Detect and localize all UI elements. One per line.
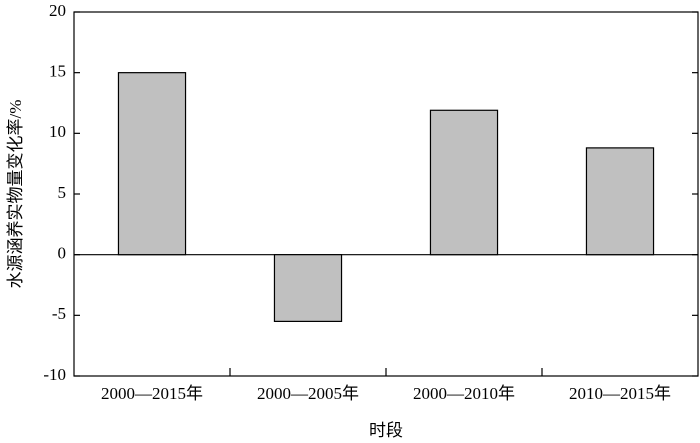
bar (273, 254, 343, 323)
x-tick-label: 2000—2015年 (101, 384, 203, 403)
bar (429, 109, 499, 256)
x-tick-label: 2010—2015年 (569, 384, 671, 403)
y-tick-label: 20 (49, 1, 66, 20)
x-axis-label: 时段 (369, 421, 403, 440)
y-tick-label: -5 (52, 304, 66, 323)
x-tick-label: 2000—2010年 (413, 384, 515, 403)
bar (585, 147, 655, 256)
bar (117, 72, 187, 256)
y-tick-label: 5 (58, 183, 67, 202)
y-tick-label: -10 (43, 365, 66, 384)
y-tick-label: 15 (49, 62, 66, 81)
y-tick-label: 0 (58, 244, 67, 263)
y-tick-label: 10 (49, 122, 66, 141)
y-axis-label: 水源涵养实物量变化率/% (6, 100, 25, 289)
x-tick-label: 2000—2005年 (257, 384, 359, 403)
